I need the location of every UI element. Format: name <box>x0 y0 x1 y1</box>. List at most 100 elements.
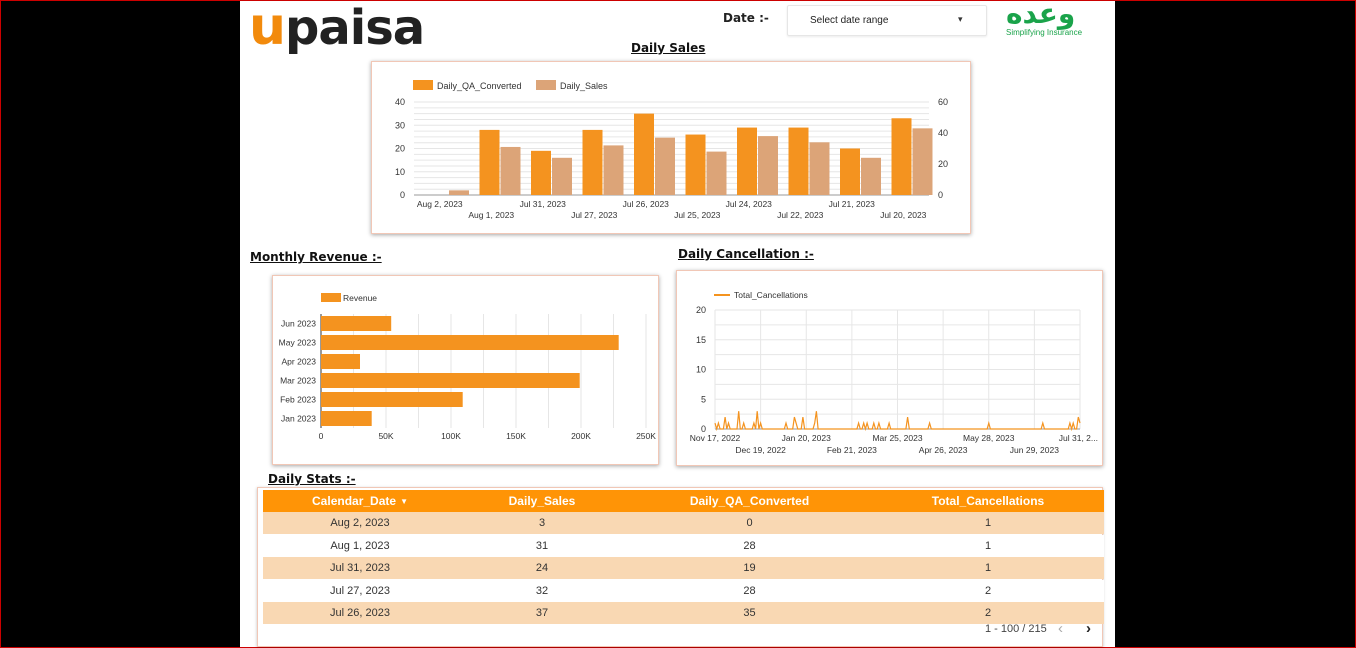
bar-qa-converted <box>891 118 912 195</box>
daily-sales-title: Daily Sales <box>631 41 706 55</box>
legend-label-revenue: Revenue <box>343 293 377 303</box>
bar-daily-sales <box>758 136 778 195</box>
table-row: Jul 27, 2023 32 28 2 <box>263 579 1104 602</box>
legend-label-daily-sales: Daily_Sales <box>560 81 608 91</box>
y-tick-label: 15 <box>696 335 706 345</box>
y-right-tick-label: 20 <box>938 159 948 169</box>
y-right-tick-label: 40 <box>938 128 948 138</box>
y-tick-label: Feb 2023 <box>280 395 316 405</box>
y-right-tick-label: 60 <box>938 97 948 107</box>
table-row: Jul 26, 2023 37 35 2 <box>263 602 1104 624</box>
y-tick-label: May 2023 <box>279 338 317 348</box>
next-page-button[interactable]: › <box>1086 620 1091 637</box>
x-tick-label: Nov 17, 2022 <box>690 433 741 443</box>
table-cell: 1 <box>984 562 992 574</box>
legend-label-qa-converted: Daily_QA_Converted <box>437 81 522 91</box>
bar-qa-converted <box>685 134 706 195</box>
y-left-tick-label: 10 <box>395 167 405 177</box>
bar-revenue <box>321 392 463 407</box>
dropdown-arrow-icon: ▾ <box>958 14 963 24</box>
bar-daily-sales <box>912 128 933 195</box>
bar-daily-sales <box>603 145 624 195</box>
x-tick-label: Jul 27, 2023 <box>571 210 618 220</box>
prev-page-button[interactable]: ‹ <box>1058 620 1063 637</box>
x-tick-label: May 28, 2023 <box>963 433 1015 443</box>
x-tick-label: Jul 24, 2023 <box>726 199 773 209</box>
daily-cancellation-card: Total_Cancellations 0 5 10 15 20 Nov 17, 2022 J… <box>676 270 1103 466</box>
table-row: Aug 1, 2023 31 28 1 <box>263 534 1104 557</box>
column-header-daily-sales[interactable]: Daily_Sales <box>508 494 576 508</box>
x-tick-label: 0 <box>319 431 324 441</box>
pagination-label: 1 - 100 / 215 <box>985 623 1047 635</box>
x-tick-label: Dec 19, 2022 <box>735 445 786 455</box>
logo-u: u <box>249 0 286 57</box>
daily-sales-chart: Daily_QA_Converted Daily_Sales 0 10 20 30 40 0 2… <box>395 80 948 220</box>
y-left-tick-label: 0 <box>400 190 405 200</box>
x-tick-label: Jul 31, 2023 <box>520 199 567 209</box>
logo-rest: paisa <box>285 0 425 56</box>
legend-swatch-revenue <box>321 293 341 302</box>
bar-daily-sales <box>449 190 469 195</box>
y-tick-label: Mar 2023 <box>280 376 316 386</box>
column-header-qa-converted[interactable]: Daily_QA_Converted <box>689 494 810 508</box>
table-cell: 2 <box>984 607 992 619</box>
table-cell: 2 <box>984 584 992 597</box>
monthly-revenue-card: Revenue 0 50K 100K 150K 200K 250K Jun 2023 May 2… <box>272 275 659 465</box>
x-tick-label: Jul 20, 2023 <box>880 210 927 220</box>
x-tick-label: Jul 31, 2... <box>1059 433 1098 443</box>
x-tick-label: 50K <box>378 431 393 441</box>
date-range-placeholder: Select date range <box>810 15 889 26</box>
waada-tagline: Simplifying Insurance <box>1006 28 1083 37</box>
waada-logo: وعده Simplifying Insurance <box>1003 0 1113 39</box>
x-tick-label: Feb 21, 2023 <box>827 445 877 455</box>
bar-daily-sales <box>861 157 881 195</box>
monthly-revenue-title: Monthly Revenue :- <box>250 250 382 264</box>
x-tick-label: Jul 21, 2023 <box>829 199 876 209</box>
waada-logo-script: وعده <box>1006 0 1076 30</box>
x-tick-label: 150K <box>506 431 526 441</box>
table-cell: 1 <box>984 539 992 552</box>
table-header: Calendar_Date ▼ Daily_Sales Daily_QA_Conv… <box>263 490 1104 512</box>
bar-qa-converted <box>582 129 603 195</box>
daily-stats-title: Daily Stats :- <box>268 472 356 486</box>
x-tick-label: Aug 1, 2023 <box>468 210 514 220</box>
daily-stats-card: Calendar_Date ▼ Daily_Sales Daily_QA_Conv… <box>257 487 1104 647</box>
bar-revenue <box>321 335 619 350</box>
bar-daily-sales <box>552 157 572 195</box>
x-tick-label: Jan 20, 2023 <box>782 433 831 443</box>
legend-swatch-qa-converted <box>413 80 433 90</box>
y-tick-label: 10 <box>696 365 706 375</box>
legend-label-cancellations: Total_Cancellations <box>734 290 808 300</box>
date-range-select[interactable]: Select date range ▾ <box>787 5 987 36</box>
table-row: Jul 31, 2023 24 19 1 <box>263 557 1104 579</box>
sort-desc-icon: ▼ <box>400 496 408 506</box>
table-cell: 31 <box>535 539 549 552</box>
bar-qa-converted <box>737 127 757 195</box>
column-header-total-cancellations[interactable]: Total_Cancellations <box>931 494 1045 508</box>
legend-swatch-daily-sales <box>536 80 556 90</box>
bar-daily-sales <box>809 142 830 195</box>
monthly-revenue-chart: Revenue 0 50K 100K 150K 200K 250K Jun 2023 May 2… <box>279 293 656 441</box>
date-label: Date :- <box>723 11 769 25</box>
x-tick-label: Jul 26, 2023 <box>623 199 670 209</box>
table-cell: 19 <box>743 562 756 574</box>
bar-revenue <box>321 373 580 388</box>
y-left-tick-label: 20 <box>395 144 405 154</box>
x-tick-label: Jun 29, 2023 <box>1010 445 1059 455</box>
y-left-tick-label: 40 <box>395 97 405 107</box>
upaisa-logo: upaisa <box>249 0 425 57</box>
table-cell: Aug 1, 2023 <box>330 539 390 552</box>
table-cell: Jul 26, 2023 <box>330 607 390 619</box>
bar-qa-converted <box>840 148 860 195</box>
bar-qa-converted <box>479 129 500 195</box>
x-tick-label: 200K <box>571 431 591 441</box>
y-tick-label: Jun 2023 <box>281 319 316 329</box>
table-cell: Jul 27, 2023 <box>330 584 390 597</box>
table-cell: 32 <box>535 584 549 597</box>
column-header-calendar-date[interactable]: Calendar_Date ▼ <box>312 494 408 508</box>
bar-qa-converted <box>788 127 809 195</box>
table-row: Aug 2, 2023 3 0 1 <box>263 512 1104 534</box>
y-right-tick-label: 0 <box>938 190 943 200</box>
x-tick-label: Jul 25, 2023 <box>674 210 721 220</box>
daily-cancellation-chart: Total_Cancellations 0 5 10 15 20 Nov 17, 2022 J… <box>690 290 1098 455</box>
